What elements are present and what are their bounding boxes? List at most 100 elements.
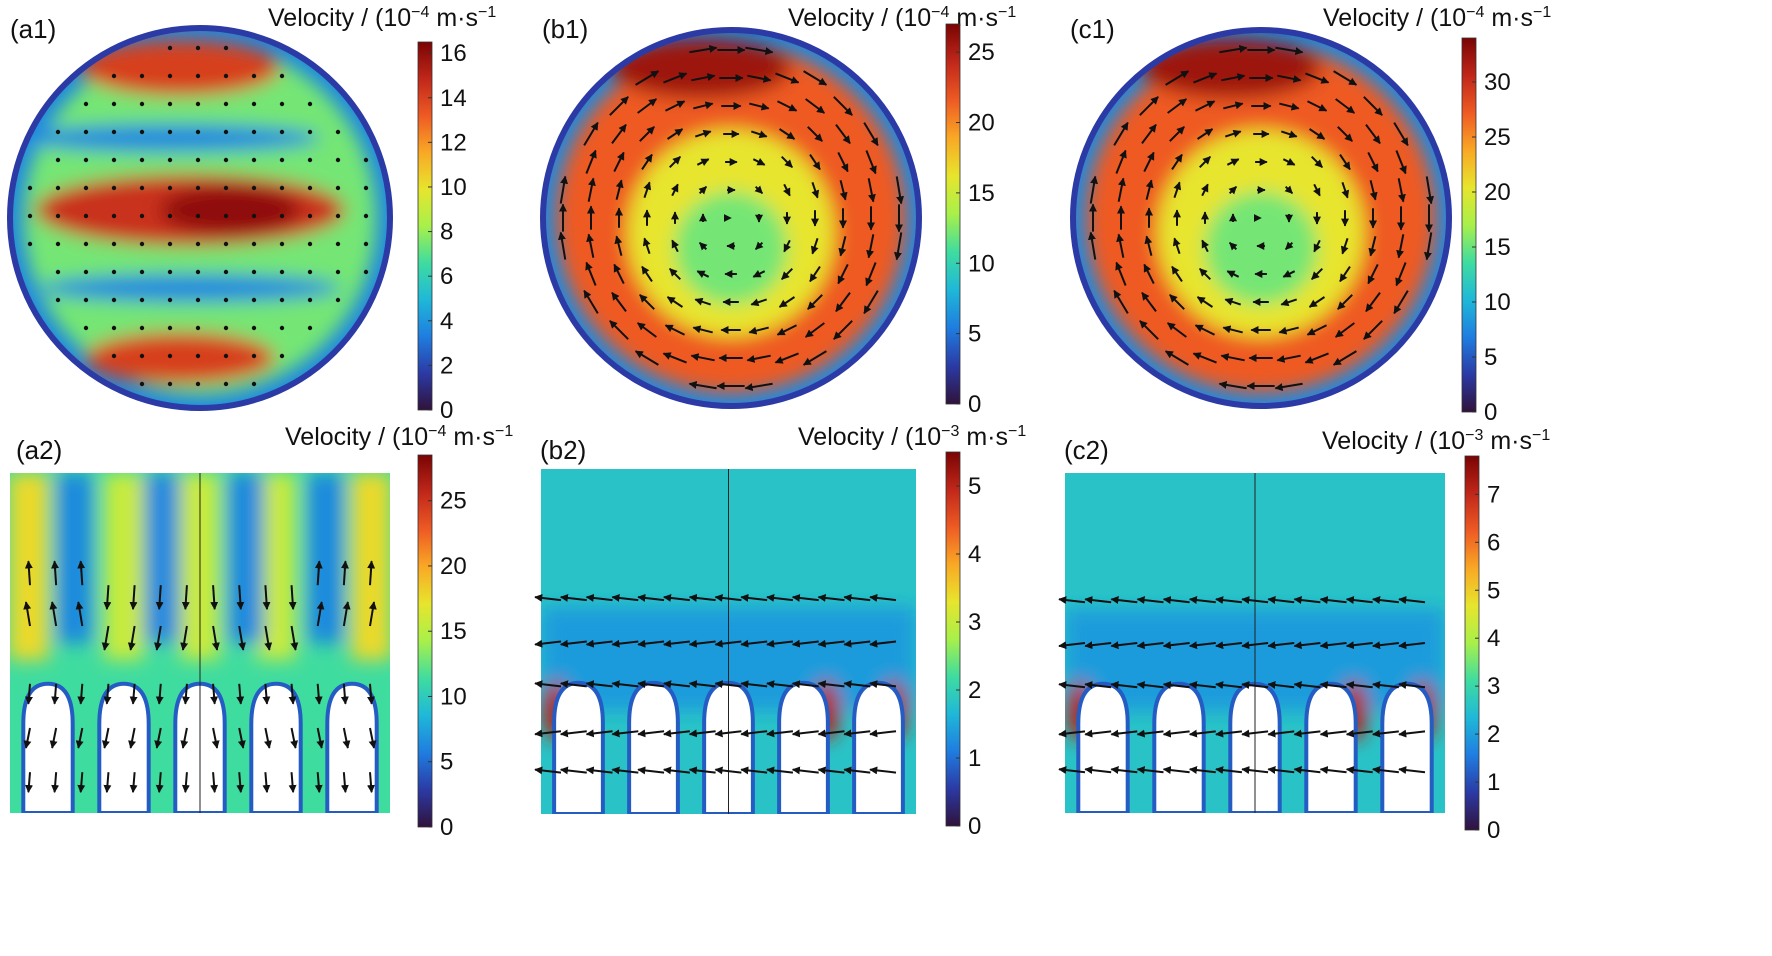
vector-dot xyxy=(167,269,173,275)
vector-dot xyxy=(279,269,285,275)
vector-arrow xyxy=(1110,729,1138,738)
vector-arrow xyxy=(893,232,903,261)
colorbar-tick-label: 15 xyxy=(1484,234,1511,261)
colorbar-tick-label: 20 xyxy=(440,553,467,580)
vector-arrow xyxy=(1199,268,1211,280)
vector-arrow xyxy=(583,289,599,314)
vector-arrow xyxy=(637,729,665,738)
vector-arrow xyxy=(1199,156,1211,168)
vector-arrow xyxy=(1165,70,1190,86)
post-obstacle xyxy=(21,681,75,813)
colorbar-tick-label: 6 xyxy=(440,263,453,290)
vector-arrow xyxy=(1332,350,1357,366)
vector-arrow xyxy=(210,683,219,705)
vector-dot xyxy=(111,325,117,331)
vector-arrow xyxy=(611,639,639,648)
vector-dot xyxy=(167,241,173,247)
colorbar-tick-label: 0 xyxy=(968,391,981,418)
vector-dot xyxy=(83,157,89,163)
vector-arrow xyxy=(869,729,897,738)
vector-arrow xyxy=(791,766,819,775)
vector-arrow xyxy=(236,683,245,705)
vector-arrow xyxy=(288,585,297,610)
vector-arrow xyxy=(611,766,639,775)
vector-arrow xyxy=(1188,641,1216,650)
vector-dot xyxy=(195,353,201,359)
vector-arrow xyxy=(1241,729,1269,738)
colorbar-tick-label: 5 xyxy=(1484,344,1497,371)
vector-arrow xyxy=(714,680,742,689)
vector-arrow xyxy=(783,183,791,197)
vector-arrow xyxy=(367,772,376,793)
vector-dot xyxy=(83,129,89,135)
vector-dot xyxy=(223,185,229,191)
vector-dot xyxy=(195,297,201,303)
vector-arrow xyxy=(843,593,871,602)
vector-arrow xyxy=(634,350,659,366)
vector-dot xyxy=(139,73,145,79)
vector-dot xyxy=(111,213,117,219)
vector-dot xyxy=(139,185,145,191)
vector-arrow xyxy=(23,727,32,749)
vector-arrow xyxy=(1395,150,1407,175)
vector-arrow xyxy=(696,158,710,166)
vector-dot xyxy=(167,353,173,359)
vector-arrow xyxy=(775,72,800,84)
vector-dot xyxy=(111,241,117,247)
vector-arrow xyxy=(613,151,625,172)
vector-arrow xyxy=(740,766,768,775)
vector-arrow xyxy=(1365,124,1381,144)
vector-arrow xyxy=(698,185,708,195)
vector-arrow xyxy=(776,324,797,336)
vector-arrow xyxy=(843,729,871,738)
vector-arrow xyxy=(1139,96,1159,116)
colorbar-tick-label: 8 xyxy=(440,219,453,246)
vector-arrow xyxy=(1267,766,1295,774)
vector-arrow xyxy=(778,128,796,140)
colorbar-tick-label: 20 xyxy=(968,110,995,137)
vector-dot xyxy=(279,353,285,359)
vector-dot xyxy=(335,129,341,135)
vector-arrow xyxy=(833,96,853,116)
vector-dot xyxy=(111,157,117,163)
vector-arrow xyxy=(663,593,690,602)
vector-arrow xyxy=(1162,596,1190,604)
vector-arrow xyxy=(1241,766,1269,774)
vector-dot xyxy=(167,157,173,163)
vector-arrow xyxy=(747,74,772,83)
vector-arrow xyxy=(1136,641,1164,650)
vector-arrow xyxy=(1363,320,1383,340)
vector-dot xyxy=(55,241,61,247)
vector-arrow xyxy=(869,593,897,602)
vector-arrow xyxy=(1337,126,1353,142)
vector-arrow xyxy=(342,601,351,627)
vector-arrow xyxy=(749,102,770,111)
vector-arrow xyxy=(671,183,679,197)
vector-arrow xyxy=(669,268,681,280)
panel-label: (b1) xyxy=(542,14,588,44)
vector-arrow xyxy=(1167,322,1187,338)
colorbar-tick-label: 4 xyxy=(1487,625,1500,652)
vector-arrow xyxy=(774,352,799,364)
vector-arrow xyxy=(340,772,349,793)
vector-arrow xyxy=(791,680,819,689)
vector-arrow xyxy=(1223,101,1244,110)
vector-arrow xyxy=(24,560,33,586)
vector-arrow xyxy=(180,625,189,651)
vector-arrow xyxy=(611,729,639,738)
vector-arrow xyxy=(1368,236,1377,257)
vector-arrow xyxy=(807,126,823,142)
vector-arrow xyxy=(211,727,220,749)
vector-dot xyxy=(195,101,201,107)
vector-dot xyxy=(195,269,201,275)
vector-arrow xyxy=(51,560,60,586)
colorbar-tick-label: 1 xyxy=(968,745,981,772)
post-obstacle xyxy=(777,680,830,814)
vector-dot xyxy=(139,381,145,387)
vector-arrow xyxy=(557,231,567,260)
vector-arrow xyxy=(609,96,629,116)
colorbar-tick-label: 15 xyxy=(968,180,995,207)
panel-a1: (a1) Velocity / (10−4 m·s−1 0 2 4 6 8 10 12 14 16 xyxy=(7,4,496,424)
colorbar-tick-label: 2 xyxy=(968,677,981,704)
vector-arrow xyxy=(817,729,845,738)
